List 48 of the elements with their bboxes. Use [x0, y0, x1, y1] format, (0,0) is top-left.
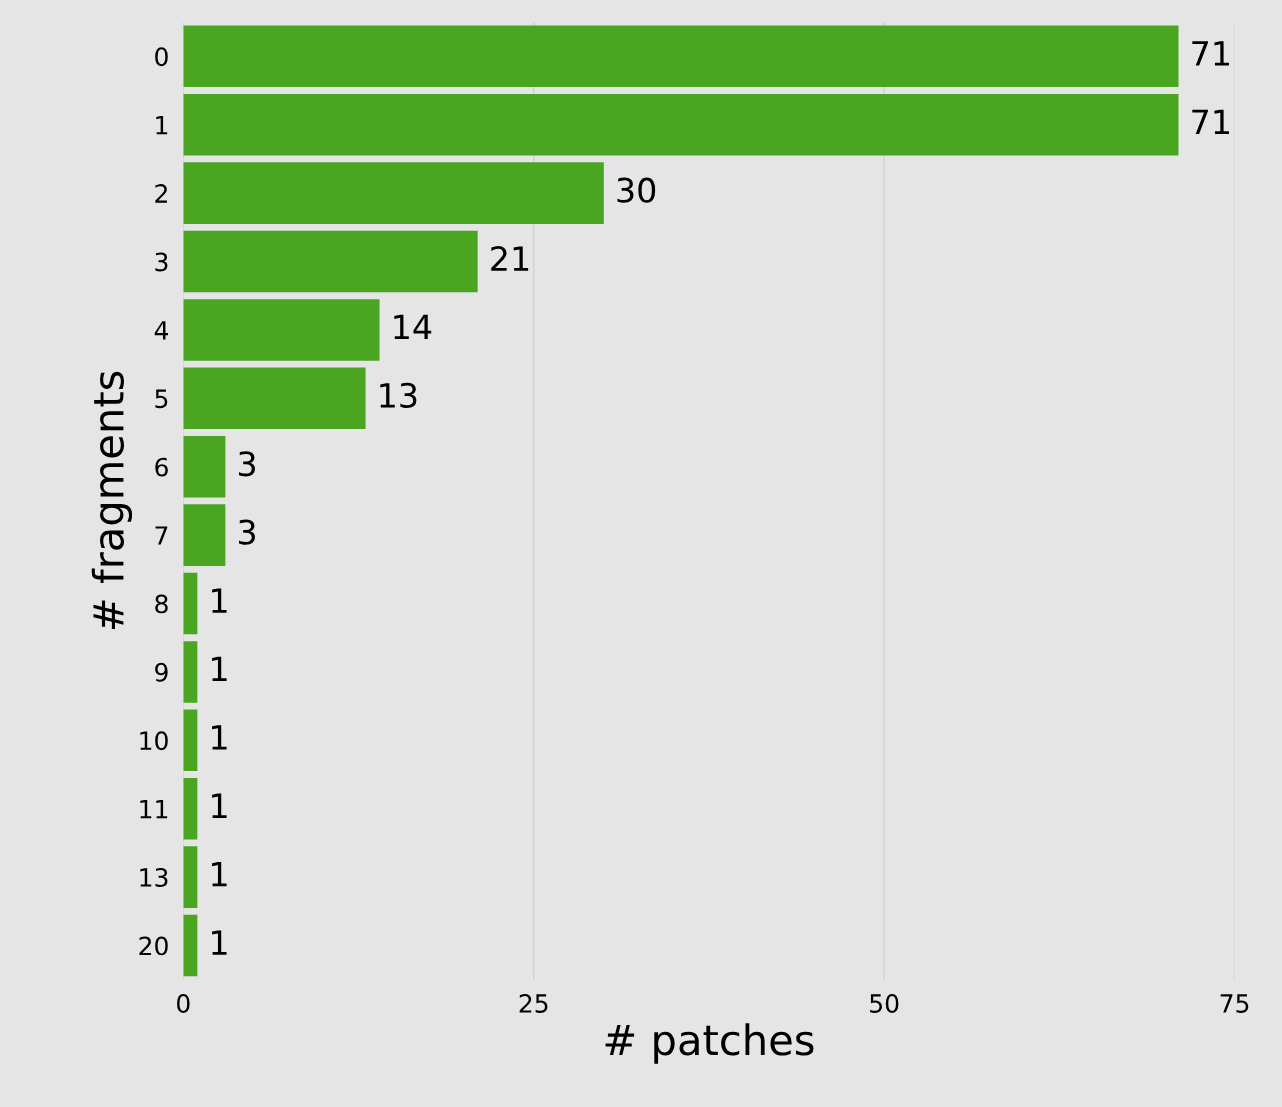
bar [183, 93, 1179, 156]
bar [183, 299, 380, 361]
x-tick-label: 75 [1220, 994, 1249, 1013]
data-label: 71 [1192, 109, 1229, 134]
data-label: 1 [212, 930, 227, 955]
data-label: 1 [212, 588, 227, 613]
data-label: 14 [394, 314, 432, 340]
x-tick-label: 25 [519, 994, 548, 1013]
y-tick-label: 6 [155, 457, 168, 477]
bar [183, 230, 478, 293]
data-label: 30 [617, 177, 656, 203]
y-tick-label: 7 [155, 526, 168, 545]
x-axis-title: # patches [605, 1023, 814, 1064]
data-label: 1 [212, 862, 227, 887]
x-tick-label: 50 [870, 994, 899, 1013]
y-axis-title: # fragments [91, 371, 133, 630]
bar [183, 162, 604, 224]
bar [183, 572, 198, 635]
y-tick-label: 8 [155, 594, 168, 614]
bar [183, 709, 198, 772]
y-tick-label: 1 [156, 116, 168, 135]
y-tick-label: 2 [155, 184, 167, 203]
y-tick-label: 11 [140, 799, 168, 819]
data-label: 1 [212, 656, 227, 682]
data-label: 1 [212, 793, 227, 818]
y-tick-label: 10 [140, 731, 168, 751]
data-label: 3 [239, 451, 256, 477]
bar [183, 914, 198, 977]
y-tick-label: 20 [139, 936, 168, 956]
bar [183, 435, 226, 498]
bar [183, 504, 226, 566]
data-label: 3 [239, 519, 256, 545]
y-tick-label: 5 [155, 389, 168, 409]
x-tick-label: 0 [177, 994, 190, 1013]
data-label: 1 [212, 725, 227, 750]
bar [183, 641, 198, 703]
data-label: 21 [491, 245, 529, 271]
data-label: 71 [1192, 41, 1229, 66]
y-tick-label: 4 [154, 321, 169, 340]
y-tick-label: 0 [155, 47, 168, 67]
bar [183, 777, 198, 840]
bar [183, 846, 198, 908]
y-tick-label: 3 [155, 252, 168, 272]
bar [183, 25, 1179, 88]
bar [183, 367, 366, 430]
y-tick-label: 13 [140, 868, 168, 887]
y-tick-label: 9 [155, 662, 168, 682]
data-label: 13 [380, 382, 417, 408]
